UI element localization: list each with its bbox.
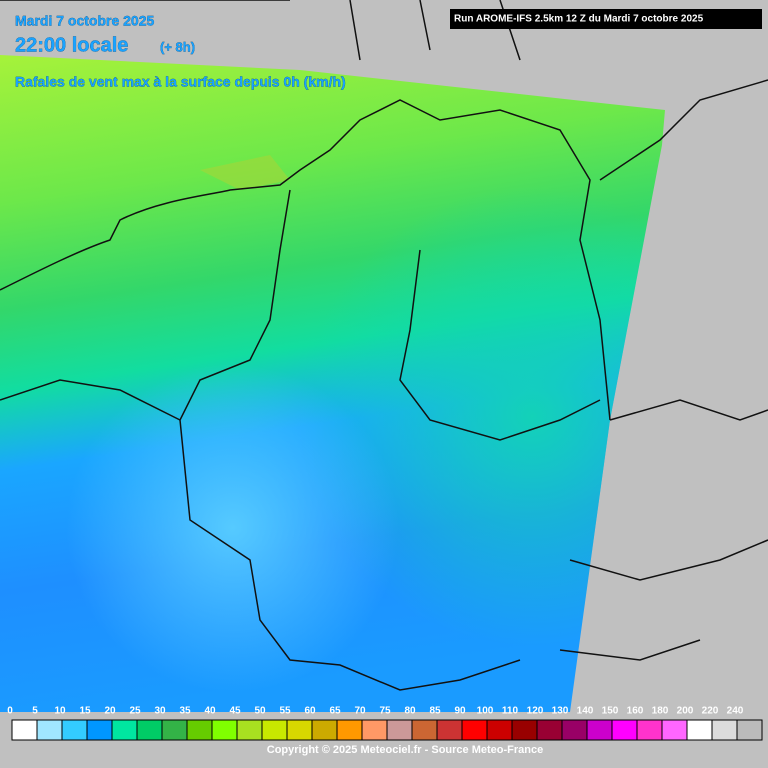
- legend-swatch: [386, 719, 413, 741]
- legend-label: 65: [329, 706, 341, 717]
- legend-label: 45: [229, 706, 241, 717]
- country-border: [559, 79, 768, 661]
- legend-label: 90: [454, 706, 466, 717]
- legend-label: 50: [254, 706, 266, 717]
- legend-label: 200: [677, 706, 694, 717]
- legend-label: 80: [404, 706, 416, 717]
- legend-swatch: [586, 719, 613, 741]
- country-border: [179, 189, 521, 691]
- legend-swatch: [36, 719, 63, 741]
- legend-swatch: [336, 719, 363, 741]
- legend-label: 160: [627, 706, 644, 717]
- gust-field: [200, 155, 290, 190]
- legend-swatch: [736, 719, 763, 741]
- legend-swatch: [86, 719, 113, 741]
- legend-label: 220: [702, 706, 719, 717]
- legend-swatch: [486, 719, 513, 741]
- legend-label: 240: [727, 706, 744, 717]
- copyright: Copyright © 2025 Meteociel.fr - Source M…: [267, 744, 543, 756]
- legend-swatch: [661, 719, 688, 741]
- legend-label: 25: [129, 706, 141, 717]
- gust-field: [0, 55, 665, 712]
- legend-label: 60: [304, 706, 316, 717]
- legend-swatch: [211, 719, 238, 741]
- legend-swatch: [11, 719, 38, 741]
- legend-swatch: [511, 719, 538, 741]
- legend: 0 5 10 15 20 25 30 35 40 45 50 55 60 65 70 75 80 85 90 100 1…: [7, 706, 763, 741]
- legend-label: 20: [104, 706, 116, 717]
- legend-swatch: [636, 719, 663, 741]
- legend-swatch: [286, 719, 313, 741]
- legend-label: 100: [477, 706, 494, 717]
- legend-swatch: [711, 719, 738, 741]
- legend-swatch: [261, 719, 288, 741]
- coastline-border: [0, 99, 611, 421]
- parameter-title: Rafales de vent max à la surface depuis …: [15, 74, 346, 90]
- legend-label: 10: [54, 706, 66, 717]
- legend-label: 85: [429, 706, 441, 717]
- legend-label: 130: [552, 706, 569, 717]
- legend-label: 70: [354, 706, 366, 717]
- legend-label: 55: [279, 706, 291, 717]
- legend-swatch: [361, 719, 388, 741]
- legend-swatch: [311, 719, 338, 741]
- legend-swatch: [686, 719, 713, 741]
- legend-label: 120: [527, 706, 544, 717]
- local-time: 22:00 locale: [15, 34, 128, 56]
- legend-swatch: [436, 719, 463, 741]
- run-info: Run AROME-IFS 2.5km 12 Z du Mardi 7 octo…: [454, 14, 704, 25]
- forecast-offset: (+ 8h): [160, 39, 195, 54]
- legend-label: 30: [154, 706, 166, 717]
- legend-swatch: [111, 719, 138, 741]
- legend-swatch: [236, 719, 263, 741]
- legend-label: 0: [7, 706, 13, 717]
- run-banner: [450, 9, 762, 29]
- legend-swatch: [536, 719, 563, 741]
- legend-label: 40: [204, 706, 216, 717]
- legend-swatch: [61, 719, 88, 741]
- legend-label: 180: [652, 706, 669, 717]
- country-border: [0, 379, 181, 421]
- legend-label: 150: [602, 706, 619, 717]
- legend-swatch: [411, 719, 438, 741]
- legend-swatch: [186, 719, 213, 741]
- borders: [0, 0, 768, 691]
- legend-swatch: [136, 719, 163, 741]
- legend-swatch: [611, 719, 638, 741]
- country-border: [0, 0, 521, 61]
- legend-label: 75: [379, 706, 391, 717]
- legend-label: 110: [502, 706, 519, 717]
- legend-label: 5: [32, 706, 38, 717]
- legend-swatch: [561, 719, 588, 741]
- date: Mardi 7 octobre 2025: [15, 13, 154, 29]
- legend-swatch: [461, 719, 488, 741]
- legend-label: 35: [179, 706, 191, 717]
- legend-swatch: [161, 719, 188, 741]
- legend-label: 140: [577, 706, 594, 717]
- legend-label: 15: [79, 706, 91, 717]
- country-border: [399, 249, 601, 441]
